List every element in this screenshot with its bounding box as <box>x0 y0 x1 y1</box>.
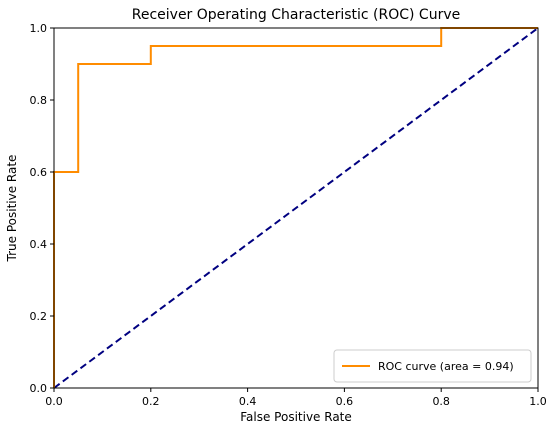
y-tick-label: 0.0 <box>30 382 48 395</box>
plot-area <box>53 27 539 389</box>
legend: ROC curve (area = 0.94) <box>333 349 532 383</box>
chance-diagonal-line <box>53 27 539 389</box>
plot-frame <box>53 27 539 389</box>
x-tick-label: 0.6 <box>336 395 354 408</box>
x-axis-ticks: 0.0 0.2 0.4 0.6 0.8 1.0 <box>45 388 547 408</box>
y-axis-ticks: 0.0 0.2 0.4 0.6 0.8 1.0 <box>30 22 54 395</box>
y-tick-label: 0.6 <box>30 166 48 179</box>
x-tick-label: 0.4 <box>239 395 257 408</box>
y-tick-label: 1.0 <box>30 22 48 35</box>
legend-box <box>333 349 532 383</box>
x-tick-label: 0.2 <box>142 395 160 408</box>
y-tick-label: 0.8 <box>30 94 48 107</box>
y-tick-label: 0.2 <box>30 310 48 323</box>
x-tick-label: 0.8 <box>432 395 450 408</box>
x-tick-label: 0.0 <box>45 395 63 408</box>
roc-curve-line <box>53 27 538 388</box>
chart-title: Receiver Operating Characteristic (ROC) … <box>132 7 461 23</box>
y-tick-label: 0.4 <box>30 238 48 251</box>
y-axis-label: True Positive Rate <box>5 155 19 263</box>
legend-label-roc: ROC curve (area = 0.94) <box>378 360 514 373</box>
x-tick-label: 1.0 <box>529 395 547 408</box>
x-axis-label: False Positive Rate <box>240 410 352 424</box>
